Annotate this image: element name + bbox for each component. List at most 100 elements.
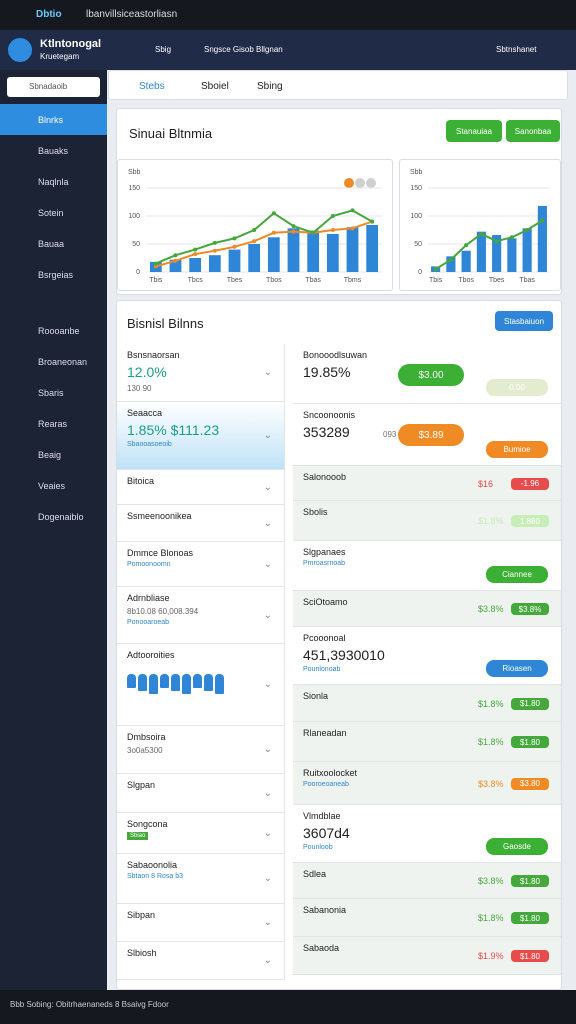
row-value: 1.85% $111.23 (127, 422, 220, 438)
tab[interactable]: Dbtio (36, 9, 62, 20)
menu-item[interactable]: Dogenaiblo (38, 511, 84, 522)
tag: Sbiao (127, 832, 149, 840)
data-row[interactable]: Sncoonoonis 353289 093 $3.89 Bumioe (293, 404, 561, 466)
button[interactable]: Gaosde (486, 838, 548, 855)
row-title: Sibpan (127, 910, 156, 920)
data-row[interactable]: Sbolis $1.8% 1.880 (293, 501, 561, 541)
data-row[interactable]: Sabanonia $1.8% $1.80 (293, 899, 561, 937)
row-amount: $16 (478, 478, 494, 489)
list-row[interactable]: Dmbsoira 3o0a5300 ⌄ (117, 726, 284, 774)
nav[interactable]: Sbig (155, 45, 172, 54)
list-row[interactable]: Bitoica ⌄ (117, 470, 284, 505)
menu-item[interactable]: Bauaa (38, 238, 65, 249)
list-row[interactable]: Slgpan ⌄ (117, 774, 284, 813)
person-icon (193, 674, 202, 688)
menu-item[interactable]: Veaies (38, 480, 66, 491)
menu-item[interactable]: Blnrks (0, 104, 107, 135)
button[interactable]: 0.00 (486, 379, 548, 396)
point (193, 247, 198, 252)
menu-item[interactable]: Rearas (38, 418, 68, 429)
menu-item[interactable]: Roooanbe (38, 325, 80, 336)
nav[interactable]: Sngsce Gisob Bllgnan (204, 45, 283, 54)
bar (248, 244, 261, 272)
button[interactable]: Rioasen (486, 660, 548, 677)
list-row[interactable]: Songcona Sbiao ⌄ (117, 813, 284, 854)
menu-item[interactable]: Bauaks (38, 145, 69, 156)
data-row[interactable]: Sdlea $3.8% $1.80 (293, 863, 561, 899)
tab[interactable]: Sboiel (201, 81, 229, 92)
list-row[interactable]: Bsnsnaorsan 12.0% 130 90 ⌄ (117, 344, 284, 402)
list-row[interactable]: Sibpan ⌄ (117, 904, 284, 942)
row-value: 3607d4 (303, 825, 350, 841)
data-row[interactable]: Salonooob $16 -1.96 (293, 466, 561, 501)
row-title: Vlmdblae (303, 811, 341, 821)
tab[interactable]: Stebs (139, 81, 165, 92)
row-title: Sdlea (303, 869, 327, 879)
legend-dot (344, 178, 354, 188)
list-row[interactable]: Slbiosh ⌄ (117, 942, 284, 980)
menu-item[interactable]: Beaig (38, 449, 62, 460)
x-tick-label: Tbcs (188, 277, 204, 284)
y-tick-label: 50 (414, 241, 422, 248)
button[interactable]: Bumioe (486, 441, 548, 458)
button[interactable]: Ciannee (486, 566, 548, 583)
bar (522, 228, 532, 272)
button[interactable]: Sanonbaa (506, 120, 560, 142)
x-tick-label: Tbis (429, 277, 443, 284)
point (153, 264, 158, 269)
data-row[interactable]: Pcooonoal 451,3930010 Pounlonoab Rioasen (293, 627, 561, 685)
point (479, 231, 484, 236)
button[interactable]: $3.89 (398, 424, 464, 446)
data-row[interactable]: Rlaneadan $1.8% $1.80 (293, 722, 561, 762)
legend-dot (366, 178, 376, 188)
list-row[interactable]: Dmmce Blonoas Pomoonoomn ⌄ (117, 542, 284, 587)
row-meta: 8b10.08 60,008.394 (127, 607, 199, 616)
row-title: Ssmeenoonikea (127, 511, 192, 521)
row-title: Sabanonia (303, 905, 347, 915)
row-amount: $1.8% (478, 516, 504, 526)
brand: Ktlntonogal (40, 38, 102, 50)
data-row[interactable]: SciOtoamo $3.8% $3.8% (293, 591, 561, 627)
data-row[interactable]: Sionla $1.8% $1.80 (293, 685, 561, 722)
menu-item[interactable]: Broaneonan (38, 356, 88, 367)
row-title: Bonooodlsuwan (303, 350, 368, 360)
data-row[interactable]: Sabaoda $1.9% $1.80 (293, 937, 561, 975)
url[interactable]: lbanvillsiceastorliasn (86, 9, 178, 20)
button[interactable]: Stanauiaa (446, 120, 502, 142)
data-row[interactable]: Vlmdblae 3607d4 Pounloob Gaosde (293, 805, 561, 863)
badge: $1.80 (511, 875, 549, 887)
menu-item[interactable]: Sotein (38, 207, 64, 218)
row-sub: Pomoonoomn (127, 561, 171, 568)
list-row[interactable]: Sabaoonolia Sbtaon 8 Rosa b3 ⌄ (117, 854, 284, 904)
row-title: Dmbsoira (127, 732, 166, 742)
badge: $3.80 (511, 777, 549, 790)
chevron: ⌄ (263, 481, 272, 493)
button[interactable]: Stasbaiuon (495, 311, 553, 331)
menu-item[interactable]: Naqlnla (38, 176, 69, 187)
data-row[interactable]: Slgpanaes Pmroasrnoab Ciannee (293, 541, 561, 591)
bar (326, 233, 339, 272)
button[interactable]: $3.00 (398, 364, 464, 386)
title: Sinuai Bltnmia (129, 126, 213, 141)
menu-item[interactable]: Bsrgeias (38, 269, 74, 280)
row-title: Adtooroities (127, 650, 175, 660)
bar (189, 258, 202, 272)
row-title: Rlaneadan (303, 728, 347, 738)
account[interactable]: Sbtnshanet (496, 45, 537, 54)
list-row[interactable]: Adtooroities ⌄ (117, 644, 284, 726)
data-row[interactable]: Ruitxoolocket Pooroeoaneab $3.8% $3.80 (293, 762, 561, 805)
person-icon (149, 674, 158, 694)
list-row[interactable]: Seaacca 1.85% $111.23 Sbaooasoeoib ⌄ (117, 402, 284, 470)
tab[interactable]: Sbing (257, 81, 283, 92)
details-card: Bisnisl Bilnns Stasbaiuon Bsnsnaorsan 12.… (116, 300, 562, 990)
line (155, 209, 373, 265)
search[interactable]: Sbnadaoib (7, 77, 100, 97)
data-row[interactable]: Bonooodlsuwan 19.85% $3.00 0.00 (293, 344, 561, 404)
point (350, 226, 355, 231)
footer-text: Bbb Sobing: Obitrhaenaneds 8 Bsaivg Fdoo… (10, 1000, 169, 1009)
list-row[interactable]: Adrnbliase 8b10.08 60,008.394 Ponooaroeab ⌄ (117, 587, 284, 644)
menu-item[interactable]: Sbaris (38, 387, 64, 398)
point (271, 230, 276, 235)
list-row[interactable]: Ssmeenoonikea ⌄ (117, 505, 284, 542)
